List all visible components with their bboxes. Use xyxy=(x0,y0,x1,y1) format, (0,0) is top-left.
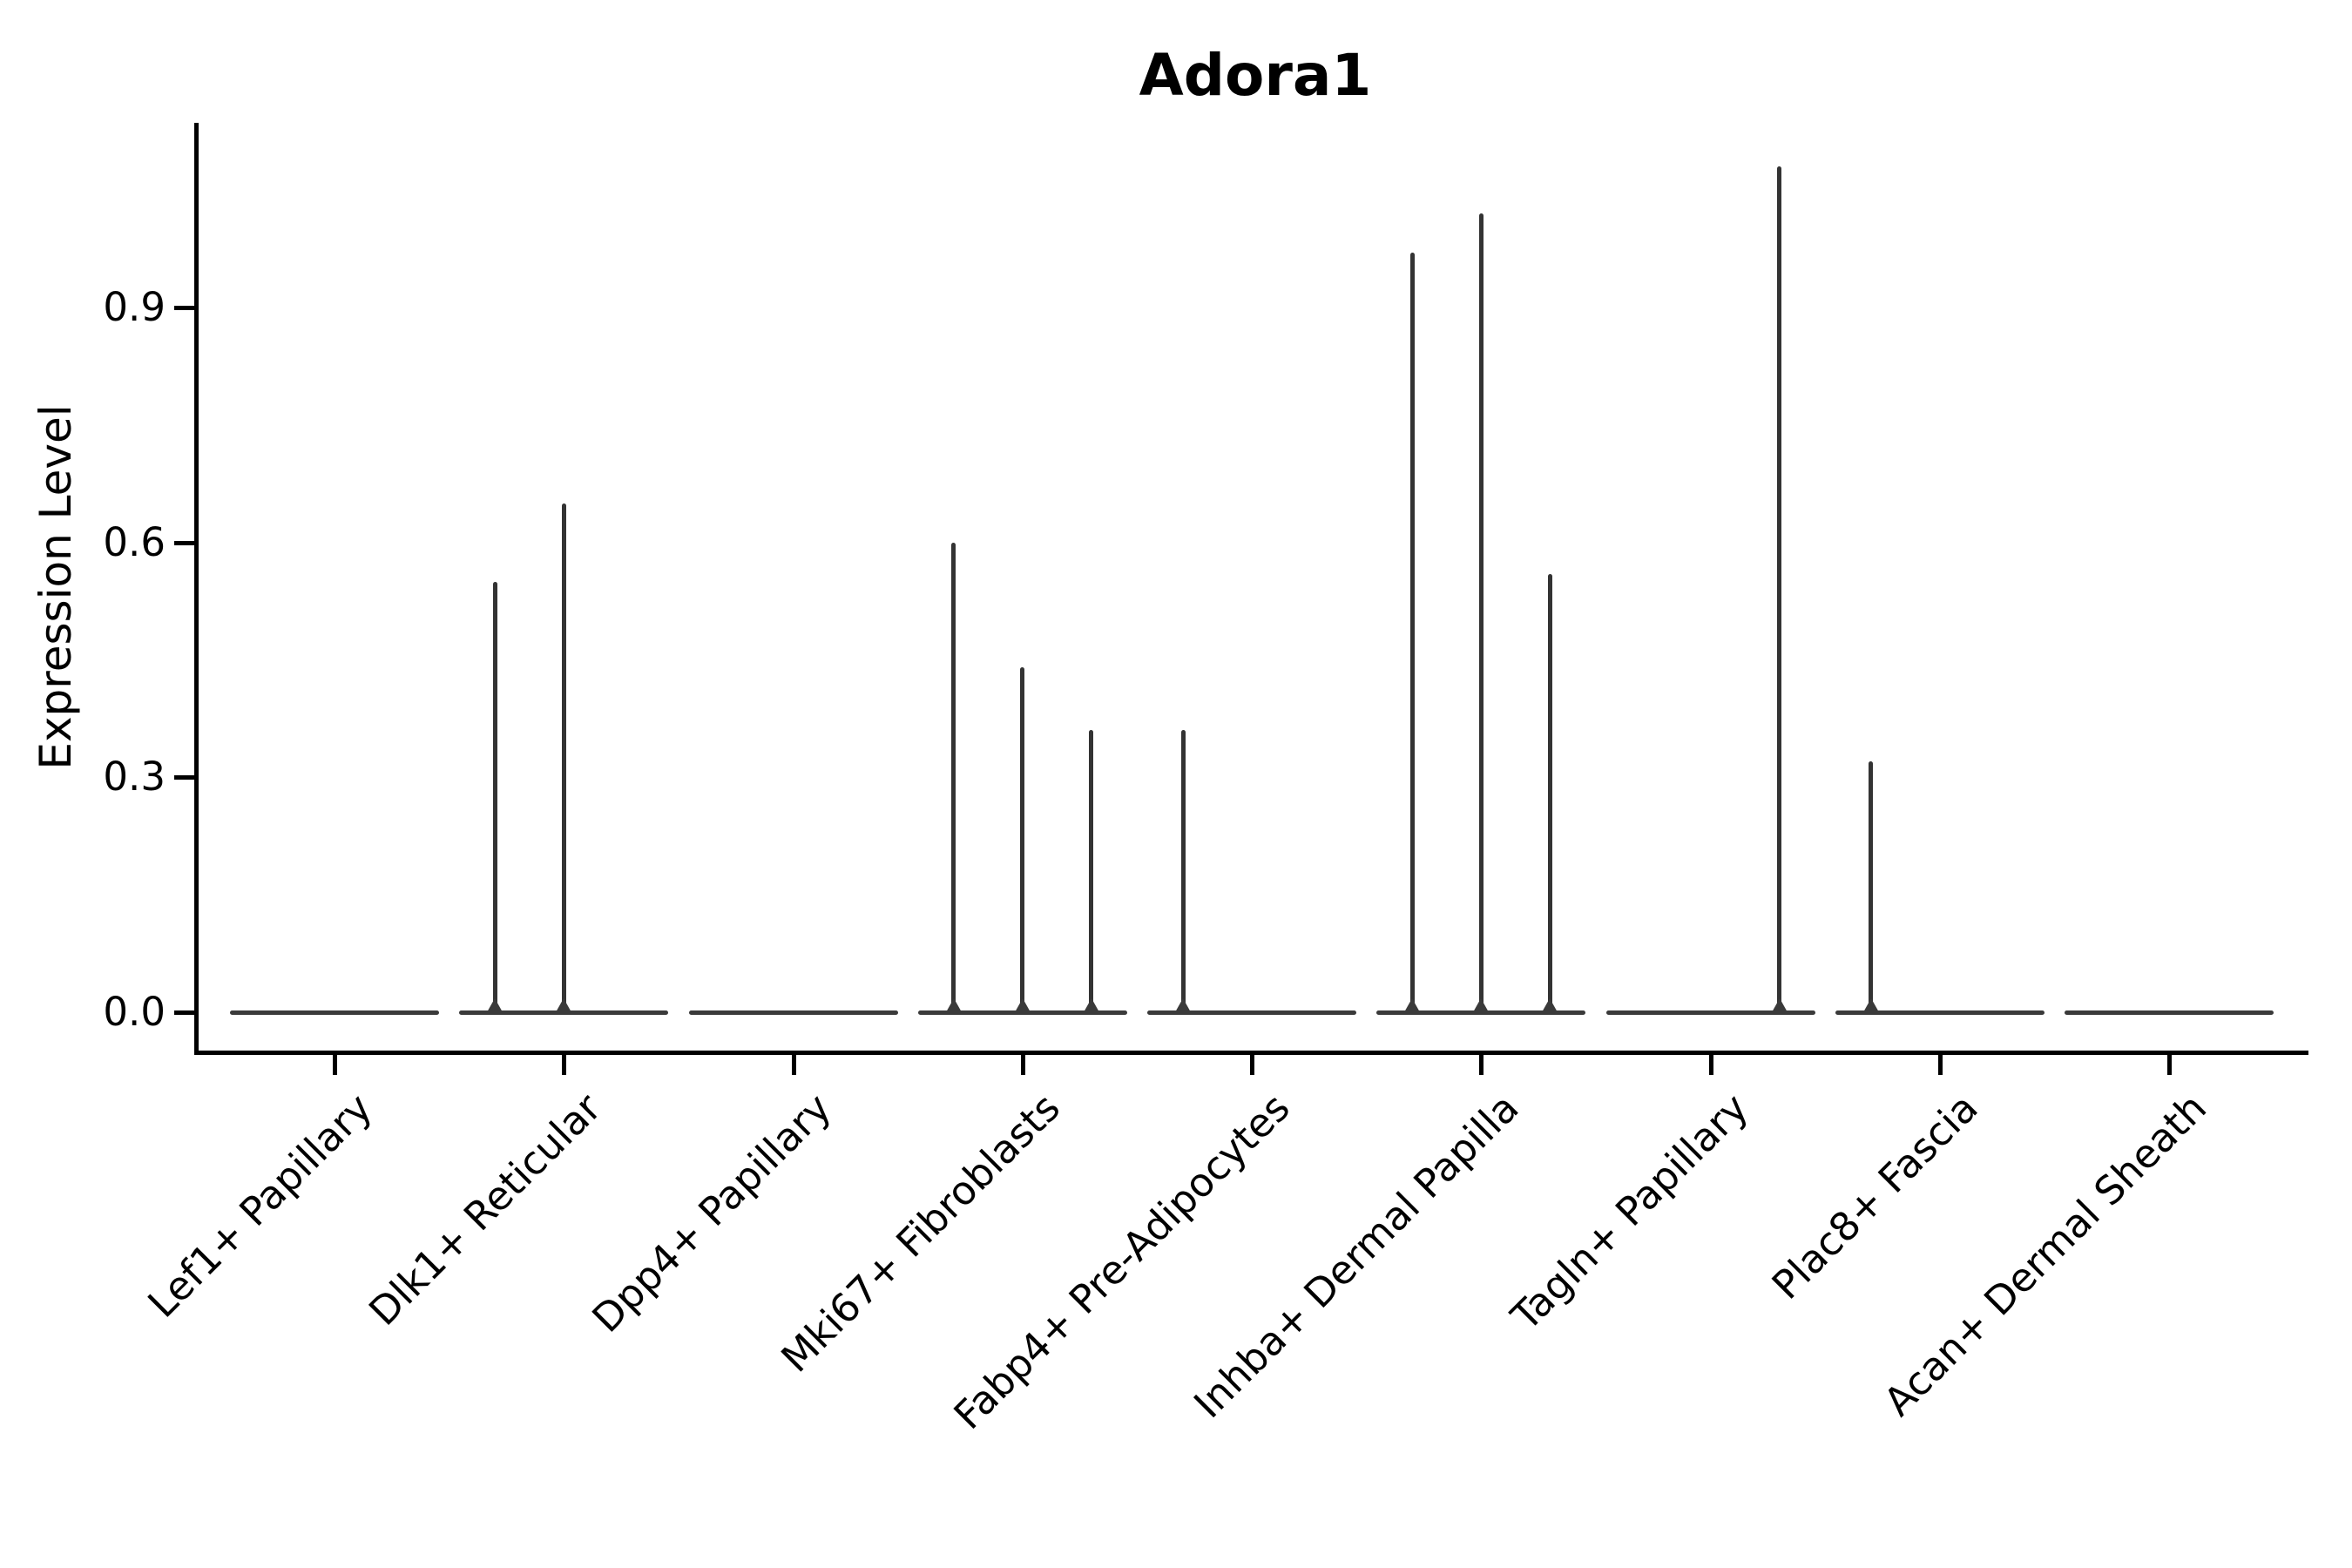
violin-spike xyxy=(492,581,497,1012)
violin-spike-base xyxy=(1542,998,1558,1012)
violin-baseline xyxy=(1835,1010,2044,1015)
x-tick-mark xyxy=(1250,1055,1254,1075)
violin-spike xyxy=(951,542,956,1012)
x-tick-label: Lef1+ Papillary xyxy=(139,1085,382,1327)
y-tick-label: 0.0 xyxy=(103,989,166,1035)
violin-spike xyxy=(1409,252,1415,1012)
violin-spike-base xyxy=(1014,998,1031,1012)
violin-baseline xyxy=(1605,1010,1815,1015)
violin-spike-base xyxy=(1862,998,1879,1012)
violin-spike xyxy=(1478,213,1484,1012)
violin-spike xyxy=(561,503,566,1012)
x-tick-label: Plac8+ Fascia xyxy=(1762,1085,1987,1308)
violin-spike-base xyxy=(556,998,572,1012)
x-tick-mark xyxy=(1020,1055,1025,1075)
x-tick-mark xyxy=(2167,1055,2172,1075)
violin-baseline xyxy=(688,1010,898,1015)
violin-baseline xyxy=(917,1010,1127,1015)
violin-baseline xyxy=(230,1010,439,1015)
violin-spike-base xyxy=(1473,998,1490,1012)
x-axis-spine xyxy=(194,1051,2308,1055)
chart-title: Adora1 xyxy=(1139,42,1372,109)
y-tick-mark xyxy=(174,1010,194,1015)
violin-spike xyxy=(1020,667,1025,1012)
violin-spike-base xyxy=(1175,998,1191,1012)
x-tick-mark xyxy=(791,1055,796,1075)
x-tick-label: Dlk1+ Reticular xyxy=(360,1085,611,1335)
violin-spike xyxy=(1180,730,1186,1012)
x-tick-mark xyxy=(1708,1055,1713,1075)
x-tick-mark xyxy=(1479,1055,1484,1075)
violin-spike-base xyxy=(487,998,504,1012)
y-tick-mark xyxy=(174,775,194,781)
violin-baseline xyxy=(2065,1010,2274,1015)
violin-spike xyxy=(1089,730,1094,1012)
violin-baseline xyxy=(1147,1010,1356,1015)
violin-spike-base xyxy=(1404,998,1421,1012)
y-axis-spine xyxy=(194,123,199,1055)
y-tick-mark xyxy=(174,540,194,545)
x-tick-mark xyxy=(333,1055,337,1075)
violin-spike xyxy=(1777,166,1781,1012)
x-tick-label: Dpp4+ Papillary xyxy=(583,1085,840,1342)
x-tick-mark xyxy=(1937,1055,1943,1075)
violin-baseline xyxy=(1376,1010,1586,1015)
y-tick-mark xyxy=(174,305,194,310)
y-tick-label: 0.6 xyxy=(103,518,166,565)
violin-baseline xyxy=(459,1010,669,1015)
y-tick-label: 0.3 xyxy=(103,754,166,801)
violin-spike-base xyxy=(945,998,962,1012)
violin-spike-base xyxy=(1083,998,1099,1012)
violin-spike xyxy=(1547,573,1552,1012)
x-tick-label: Tagln+ Papillary xyxy=(1502,1085,1757,1340)
y-tick-label: 0.9 xyxy=(103,283,166,330)
violin-spike-base xyxy=(1771,998,1788,1012)
x-tick-mark xyxy=(562,1055,567,1075)
violin-spike xyxy=(1869,761,1874,1012)
